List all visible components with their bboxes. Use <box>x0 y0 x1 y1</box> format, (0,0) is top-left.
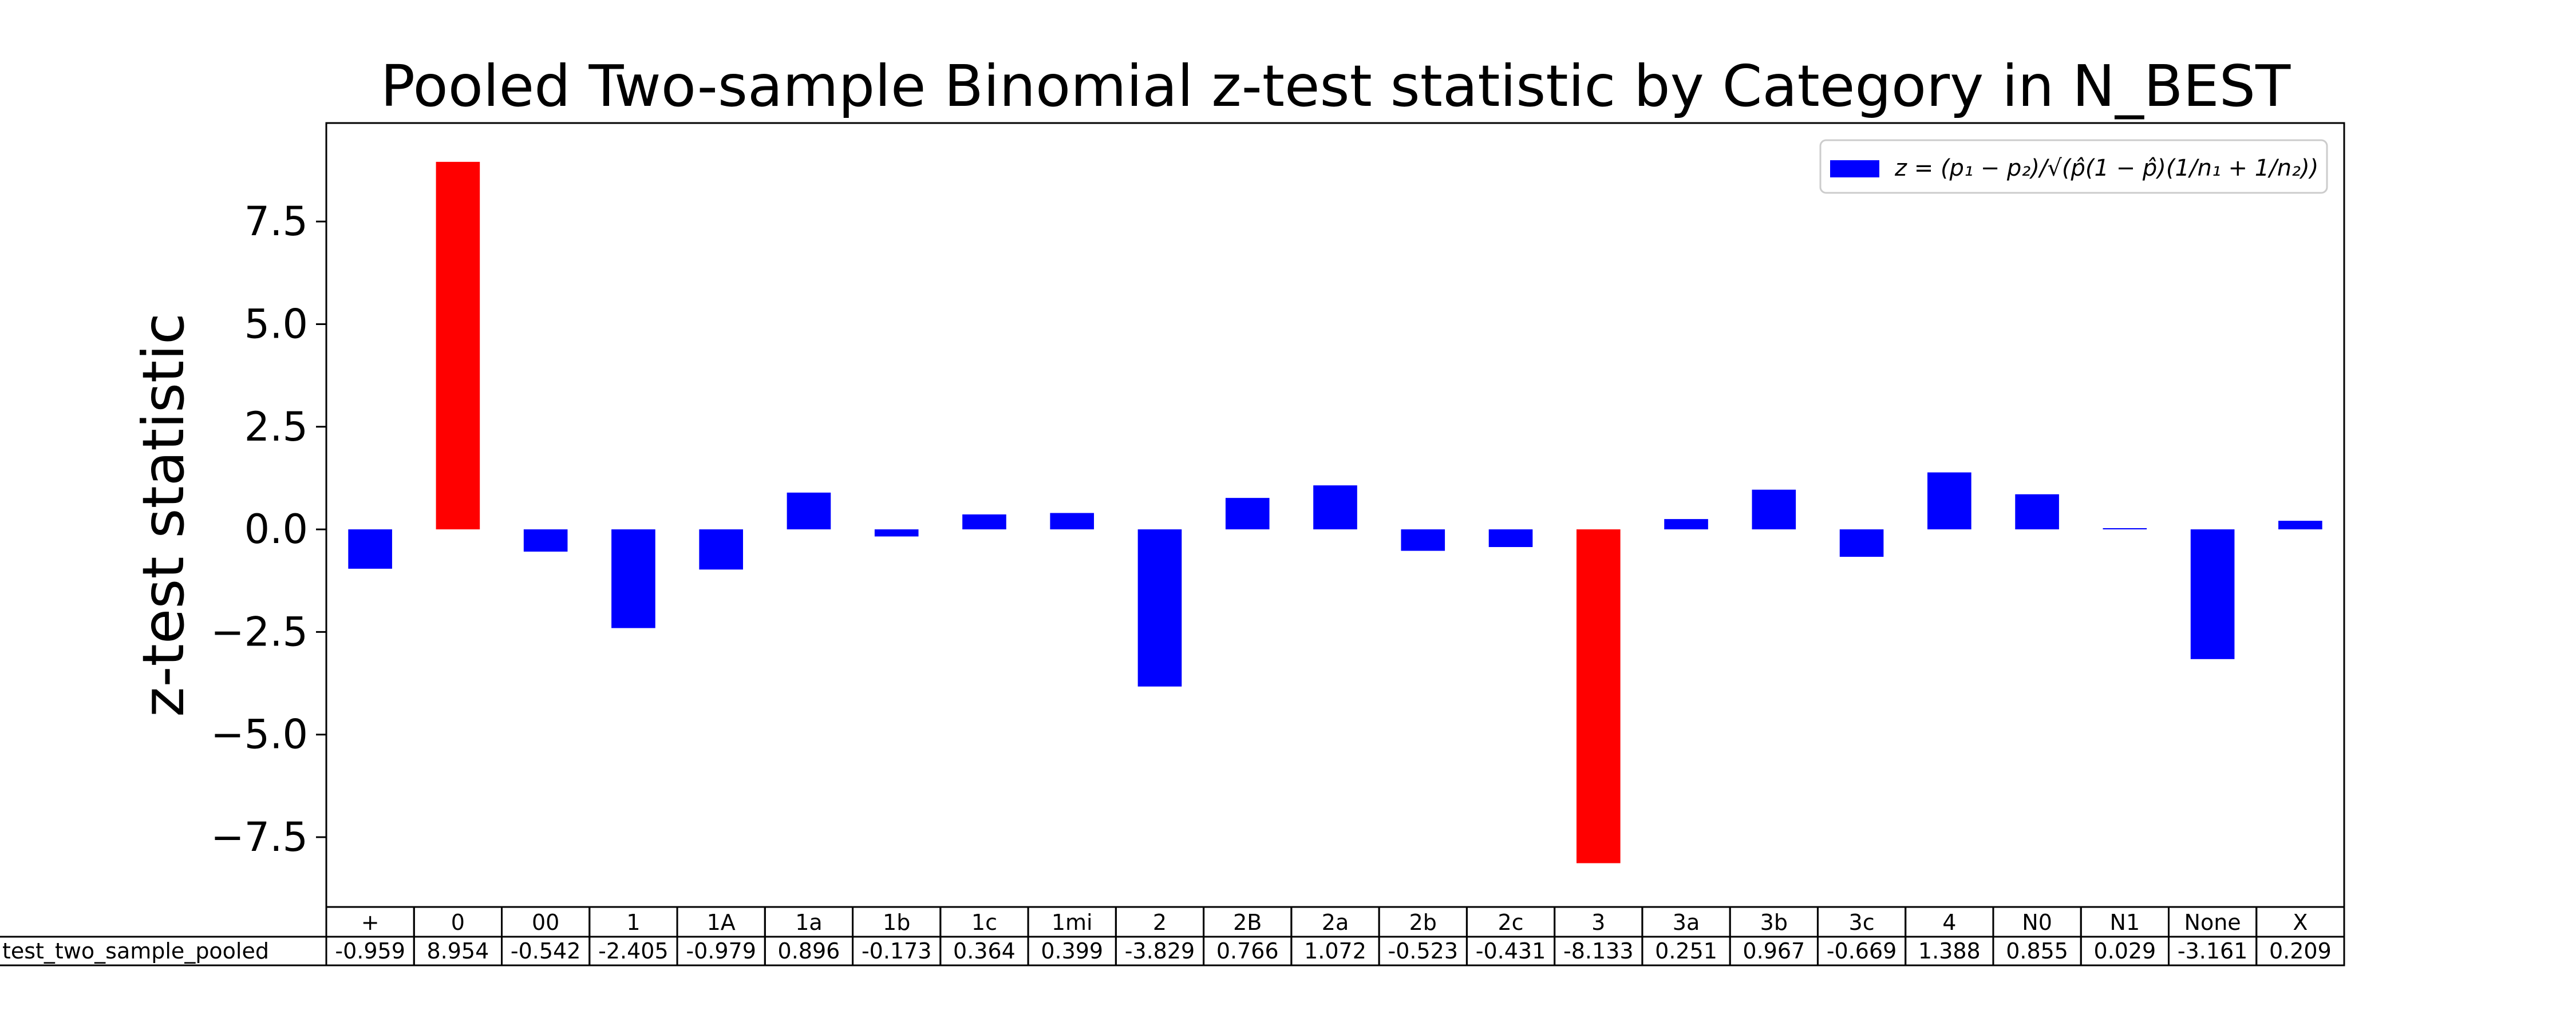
table-value-cell <box>2255 936 2345 966</box>
bar-+ <box>348 529 392 569</box>
category-label: 1 <box>626 910 640 935</box>
y-tick-label: 2.5 <box>244 403 308 450</box>
category-label: X <box>2293 910 2308 935</box>
value-label: 0.967 <box>1743 938 1805 964</box>
category-label: 3c <box>1849 910 1875 935</box>
category-label: N1 <box>2110 910 2140 935</box>
category-label: 3a <box>1673 910 1700 935</box>
category-label: 3b <box>1760 910 1788 935</box>
value-label: -3.161 <box>2178 938 2248 964</box>
bar-2B <box>1225 498 1270 530</box>
value-label: -0.979 <box>686 938 756 964</box>
category-label: 1b <box>883 910 910 935</box>
value-label: 0.364 <box>953 938 1016 964</box>
category-label: 2c <box>1498 910 1523 935</box>
bar-0 <box>436 161 480 530</box>
value-label: 1.388 <box>1918 938 1981 964</box>
legend-swatch <box>1830 160 1879 177</box>
category-label: 1A <box>707 910 736 935</box>
y-tick-label: −2.5 <box>211 608 308 655</box>
value-label: 0.896 <box>778 938 840 964</box>
legend: z = (p₁ − p₂)/√(p̂(1 − p̂)(1/n₁ + 1/n₂)) <box>1819 139 2328 194</box>
category-label: 1c <box>971 910 997 935</box>
category-label: 2B <box>1233 910 1262 935</box>
legend-box <box>1819 139 2328 194</box>
value-label: 0.766 <box>1216 938 1279 964</box>
value-label: 0.399 <box>1041 938 1103 964</box>
value-label: -0.523 <box>1388 938 1459 964</box>
category-label: 2a <box>1322 910 1349 935</box>
bar-2c <box>1488 529 1533 548</box>
category-label: 2 <box>1153 910 1167 935</box>
value-label: 1.072 <box>1304 938 1366 964</box>
data-table: test_two_sample_pooled + -0.959 0 8.954 00 -0.… <box>0 906 2345 966</box>
category-label: None <box>2184 910 2241 935</box>
category-label: 3 <box>1591 910 1605 935</box>
table-row-label: test_two_sample_pooled <box>2 938 269 964</box>
value-label: -0.173 <box>862 938 932 964</box>
y-tick-label: −5.0 <box>211 711 308 758</box>
value-label: -8.133 <box>1563 938 1634 964</box>
bar-1b <box>874 529 919 537</box>
bar-1 <box>611 529 655 628</box>
bar-1mi <box>1050 513 1095 530</box>
category-label: 0 <box>451 910 465 935</box>
bar-1A <box>699 529 743 570</box>
value-label: 0.251 <box>1655 938 1717 964</box>
legend-label: z = (p₁ − p₂)/√(p̂(1 − p̂)(1/n₁ + 1/n₂)) <box>1894 155 2318 181</box>
bar-2 <box>1137 529 1182 687</box>
y-axis-ticks: 7.5 5.0 2.5 0.0 −2.5 −5.0 −7.5 <box>211 198 326 861</box>
value-label: 0.209 <box>2269 938 2332 964</box>
bar-3c <box>1839 529 1884 557</box>
bar-1c <box>962 514 1006 530</box>
bar-None <box>2190 529 2235 659</box>
bar-4 <box>1927 472 1971 530</box>
bar-2a <box>1313 485 1357 530</box>
bar-3b <box>1752 489 1796 530</box>
y-tick-label: 5.0 <box>244 300 308 347</box>
category-label: 2b <box>1409 910 1437 935</box>
value-label: 0.029 <box>2093 938 2156 964</box>
bar-3a <box>1664 519 1708 530</box>
category-label: N0 <box>2022 910 2052 935</box>
y-tick-label: 7.5 <box>244 198 308 245</box>
bars-group <box>348 161 2322 863</box>
value-label: -3.829 <box>1125 938 1195 964</box>
bar-1a <box>787 492 831 530</box>
value-label: 8.954 <box>426 938 489 964</box>
chart-title: Pooled Two-sample Binomial z-test statis… <box>381 53 2291 120</box>
category-label: 4 <box>1942 910 1956 935</box>
category-label: 00 <box>532 910 559 935</box>
category-label: 1mi <box>1052 910 1093 935</box>
bar-N1 <box>2103 528 2147 530</box>
bar-N0 <box>2015 494 2059 530</box>
value-label: -0.431 <box>1476 938 1546 964</box>
value-label: -0.669 <box>1827 938 1897 964</box>
bar-X <box>2278 521 2322 530</box>
value-label: -0.542 <box>511 938 581 964</box>
y-axis-label: z-test statistic <box>130 313 197 717</box>
category-label: + <box>361 910 380 935</box>
bar-00 <box>523 529 568 552</box>
y-tick-label: 0.0 <box>244 506 308 553</box>
bar-2b <box>1401 529 1445 551</box>
value-label: -0.959 <box>335 938 405 964</box>
value-label: 0.855 <box>2006 938 2068 964</box>
y-tick-label: −7.5 <box>211 814 308 861</box>
category-label: 1a <box>795 910 822 935</box>
value-label: -2.405 <box>598 938 669 964</box>
bar-3 <box>1576 529 1621 863</box>
